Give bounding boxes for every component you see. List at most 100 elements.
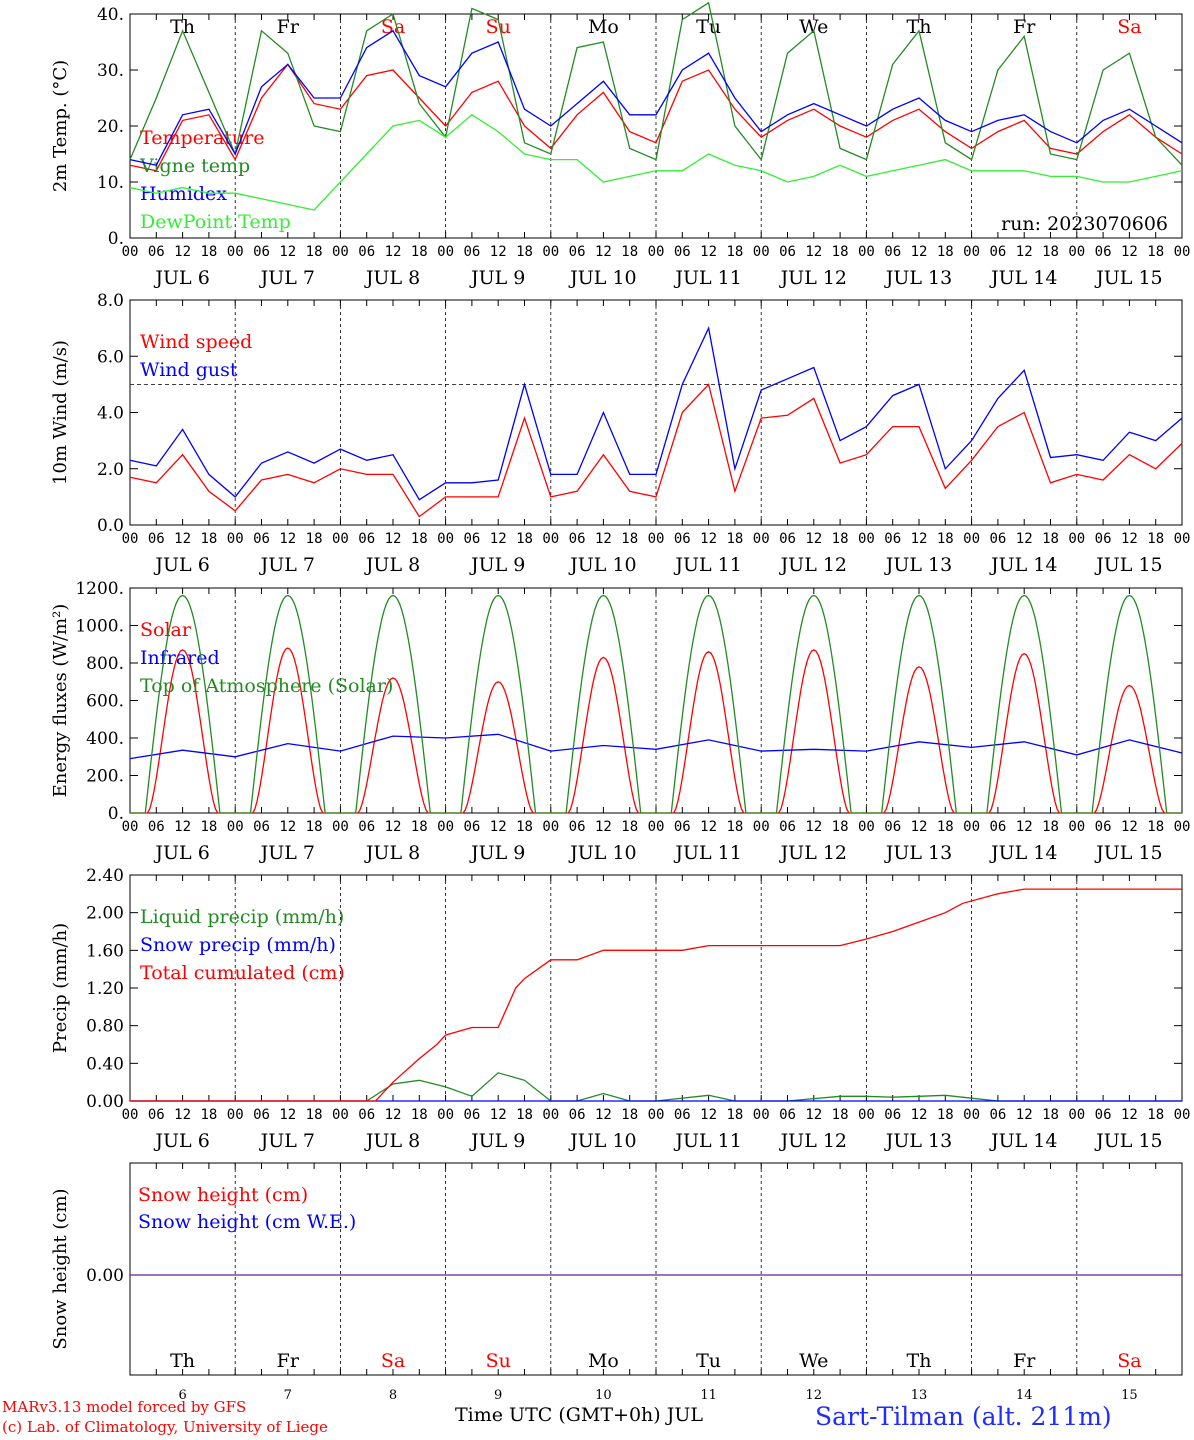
day-of-week-label: Fr	[1013, 1350, 1036, 1372]
y-tick-label: 400.	[86, 729, 124, 749]
day-date-label: JUL 9	[469, 842, 525, 864]
y-tick-label: 40.	[97, 5, 124, 25]
day-date-label: JUL 8	[364, 842, 420, 864]
day-number-label: 6	[178, 1388, 186, 1403]
series-line-dewpoint-temp	[129, 113, 1183, 211]
hour-label: 12	[700, 1107, 717, 1123]
hour-label: 12	[385, 244, 402, 260]
legend-entry: Liquid precip (mm/h)	[140, 906, 344, 928]
hour-label: 18	[306, 244, 323, 260]
hour-label: 06	[1095, 531, 1112, 547]
day-of-week-label: We	[799, 16, 828, 38]
hour-label: 12	[385, 819, 402, 835]
hour-label: 00	[122, 819, 139, 835]
hour-label: 06	[884, 531, 901, 547]
day-date-label: JUL 9	[469, 554, 525, 576]
hour-label: 18	[200, 819, 217, 835]
hour-label: 06	[674, 1107, 691, 1123]
hour-label: 00	[437, 244, 454, 260]
hour-label: 00	[332, 819, 349, 835]
hour-label: 06	[148, 244, 165, 260]
hour-label: 06	[1095, 819, 1112, 835]
day-date-label: JUL 12	[779, 267, 847, 289]
legend-entry: Snow height (cm)	[138, 1184, 308, 1206]
hour-label: 00	[542, 819, 559, 835]
hour-label: 06	[569, 819, 586, 835]
hour-label: 00	[1174, 819, 1191, 835]
y-tick-label: 2.0	[97, 460, 124, 480]
hour-label: 18	[411, 1107, 428, 1123]
hour-label: 12	[385, 531, 402, 547]
hour-label: 18	[200, 1107, 217, 1123]
hour-label: 18	[1042, 1107, 1059, 1123]
hour-label: 18	[516, 244, 533, 260]
day-date-label: JUL 11	[673, 842, 741, 864]
day-date-label: JUL 10	[568, 554, 636, 576]
y-tick-label: 0.00	[86, 1266, 124, 1286]
hour-label: 00	[542, 531, 559, 547]
day-date-label: JUL 13	[884, 1130, 952, 1152]
hour-label: 00	[437, 1107, 454, 1123]
panel-frame	[129, 587, 1183, 814]
hour-label: 12	[595, 1107, 612, 1123]
day-date-label: JUL 11	[673, 554, 741, 576]
day-of-week-label: Mo	[588, 16, 619, 38]
day-date-label: JUL 14	[989, 1130, 1057, 1152]
hour-label: 00	[542, 244, 559, 260]
hour-label: 06	[253, 1107, 270, 1123]
series-line-temperature	[129, 63, 1183, 172]
hour-label: 06	[674, 531, 691, 547]
series-line-infrared	[129, 733, 1183, 760]
hour-label: 18	[726, 1107, 743, 1123]
day-of-week-label: Mo	[588, 1350, 619, 1372]
hour-label: 06	[779, 819, 796, 835]
hour-label: 18	[937, 1107, 954, 1123]
hour-label: 18	[937, 244, 954, 260]
day-of-week-label: Th	[907, 1350, 932, 1372]
series-line-humidex	[129, 29, 1183, 166]
series-line-top-of-atmosphere-solar-	[130, 594, 1182, 814]
y-axis-title: Energy fluxes (W/m²)	[50, 604, 71, 798]
hour-label: 00	[1174, 531, 1191, 547]
y-tick-label: 30.	[97, 61, 124, 81]
day-date-label: JUL 10	[568, 842, 636, 864]
hour-label: 12	[1016, 1107, 1033, 1123]
hour-label: 18	[832, 244, 849, 260]
y-tick-label: 0.00	[86, 1092, 124, 1112]
hour-label: 00	[332, 244, 349, 260]
day-number-label: 15	[1121, 1388, 1138, 1403]
hour-label: 18	[726, 531, 743, 547]
hour-label: 12	[911, 531, 928, 547]
hour-label: 18	[516, 819, 533, 835]
day-of-week-label: Th	[170, 1350, 195, 1372]
hour-label: 00	[332, 1107, 349, 1123]
hour-label: 06	[253, 244, 270, 260]
y-axis-title: Precip (mm/h)	[50, 923, 71, 1053]
hour-label: 06	[779, 1107, 796, 1123]
hour-label: 12	[805, 531, 822, 547]
y-tick-label: 0.	[108, 804, 124, 824]
hour-label: 00	[648, 531, 665, 547]
hour-label: 00	[963, 819, 980, 835]
hour-label: 00	[332, 531, 349, 547]
y-axis-title: 2m Temp. (°C)	[50, 60, 71, 192]
hour-label: 06	[463, 1107, 480, 1123]
hour-label: 18	[1147, 1107, 1164, 1123]
y-tick-label: 600.	[86, 692, 124, 712]
hour-label: 00	[753, 1107, 770, 1123]
day-date-label: JUL 8	[364, 267, 420, 289]
hour-label: 12	[490, 1107, 507, 1123]
hour-label: 12	[595, 531, 612, 547]
hour-label: 18	[726, 819, 743, 835]
hour-label: 12	[1016, 531, 1033, 547]
hour-label: 18	[621, 531, 638, 547]
day-of-week-label: Tu	[696, 16, 721, 38]
day-date-label: JUL 10	[568, 1130, 636, 1152]
model-credit: MARv3.13 model forced by GFS	[2, 1398, 247, 1416]
day-number-label: 14	[1016, 1388, 1033, 1403]
hour-label: 00	[1174, 1107, 1191, 1123]
hour-label: 12	[279, 244, 296, 260]
legend-entry: Wind speed	[140, 331, 252, 353]
day-date-label: JUL 13	[884, 842, 952, 864]
